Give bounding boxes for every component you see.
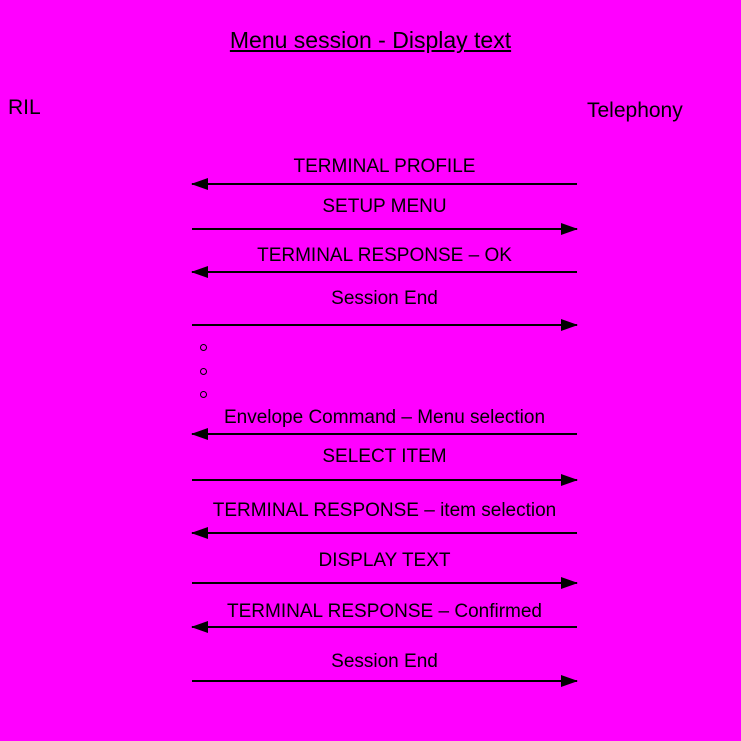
ellipsis-dot-icon: [200, 344, 207, 351]
arrowhead-icon: [561, 474, 578, 486]
message-arrow-right: [192, 577, 578, 589]
message-label: TERMINAL RESPONSE – OK: [257, 245, 512, 266]
message-label: Envelope Command – Menu selection: [223, 407, 546, 428]
ellipsis-dot-icon: [200, 368, 207, 375]
diagram-title: Menu session - Display text: [229, 27, 512, 53]
actor-telephony: Telephony: [587, 99, 683, 122]
ellipsis-dot-icon: [200, 391, 207, 398]
arrowhead-icon: [191, 621, 208, 633]
arrowhead-icon: [561, 223, 578, 235]
message-label: Session End: [331, 288, 438, 309]
message-label: Session End: [331, 651, 438, 672]
arrowhead-icon: [561, 577, 578, 589]
message-label: SETUP MENU: [322, 196, 447, 217]
message-label: TERMINAL RESPONSE – Confirmed: [227, 601, 542, 622]
message-label: SELECT ITEM: [322, 446, 447, 467]
message-arrow-left: [191, 527, 577, 539]
message-arrow-right: [192, 319, 578, 331]
message-arrow-right: [192, 675, 578, 687]
arrowhead-icon: [191, 428, 208, 440]
message-arrow-left: [191, 621, 577, 633]
message-arrow-left: [191, 178, 577, 190]
arrowhead-icon: [191, 178, 208, 190]
message-lane: TERMINAL PROFILE SETUP MENU TERMINAL RES…: [191, 0, 578, 741]
arrowhead-icon: [191, 527, 208, 539]
arrowhead-icon: [561, 319, 578, 331]
message-arrow-right: [192, 474, 578, 486]
message-arrow-left: [191, 428, 577, 440]
message-label: DISPLAY TEXT: [318, 550, 451, 571]
message-label: TERMINAL PROFILE: [293, 156, 476, 177]
message-arrow-right: [192, 223, 578, 235]
actor-ril: RIL: [8, 96, 41, 119]
arrowhead-icon: [561, 675, 578, 687]
message-label: TERMINAL RESPONSE – item selection: [212, 500, 557, 521]
message-arrow-left: [191, 266, 577, 278]
arrowhead-icon: [191, 266, 208, 278]
